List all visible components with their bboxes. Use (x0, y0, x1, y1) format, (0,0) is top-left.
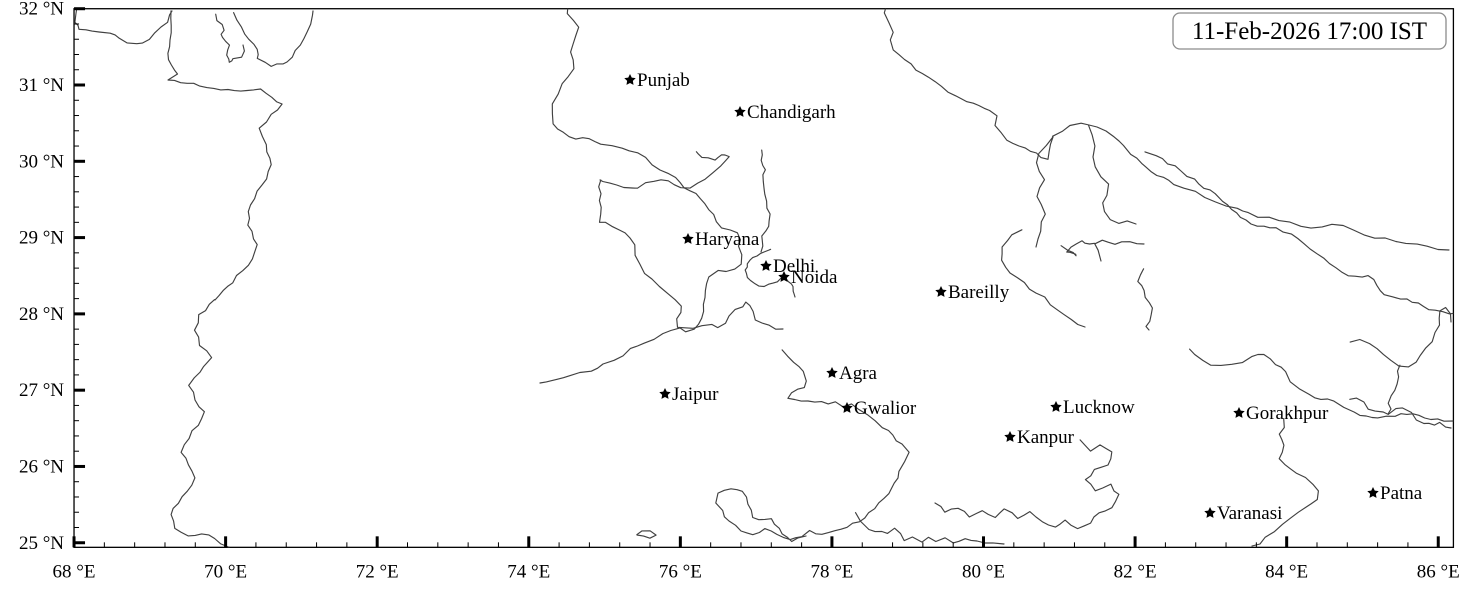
svg-text:78 °E: 78 °E (810, 561, 853, 582)
svg-text:Patna: Patna (1380, 483, 1423, 504)
svg-text:30 °N: 30 °N (19, 151, 64, 172)
svg-text:84 °E: 84 °E (1265, 561, 1308, 582)
svg-text:70 °E: 70 °E (204, 561, 247, 582)
svg-text:Jaipur: Jaipur (672, 384, 719, 405)
svg-text:80 °E: 80 °E (962, 561, 1005, 582)
svg-text:Lucknow: Lucknow (1063, 397, 1135, 418)
svg-text:28 °N: 28 °N (19, 304, 64, 325)
svg-text:11-Feb-2026 17:00 IST: 11-Feb-2026 17:00 IST (1192, 18, 1427, 45)
svg-text:74 °E: 74 °E (507, 561, 550, 582)
svg-text:76 °E: 76 °E (659, 561, 702, 582)
svg-text:Agra: Agra (839, 363, 878, 384)
svg-text:68 °E: 68 °E (53, 561, 96, 582)
svg-text:86 °E: 86 °E (1417, 561, 1460, 582)
svg-text:32 °N: 32 °N (19, 0, 64, 20)
svg-text:31 °N: 31 °N (19, 75, 64, 96)
svg-text:Gorakhpur: Gorakhpur (1246, 403, 1329, 424)
svg-text:Noida: Noida (791, 267, 838, 288)
svg-text:72 °E: 72 °E (356, 561, 399, 582)
svg-text:26 °N: 26 °N (19, 456, 64, 477)
svg-text:Gwalior: Gwalior (854, 398, 917, 419)
svg-text:Kanpur: Kanpur (1017, 427, 1075, 448)
svg-text:Haryana: Haryana (695, 229, 760, 250)
svg-text:Chandigarh: Chandigarh (747, 102, 836, 123)
svg-text:25 °N: 25 °N (19, 533, 64, 554)
svg-text:Bareilly: Bareilly (948, 282, 1010, 303)
svg-text:Varanasi: Varanasi (1217, 503, 1282, 524)
svg-text:27 °N: 27 °N (19, 380, 64, 401)
svg-text:29 °N: 29 °N (19, 228, 64, 249)
svg-text:82 °E: 82 °E (1114, 561, 1157, 582)
svg-text:Punjab: Punjab (637, 70, 690, 91)
